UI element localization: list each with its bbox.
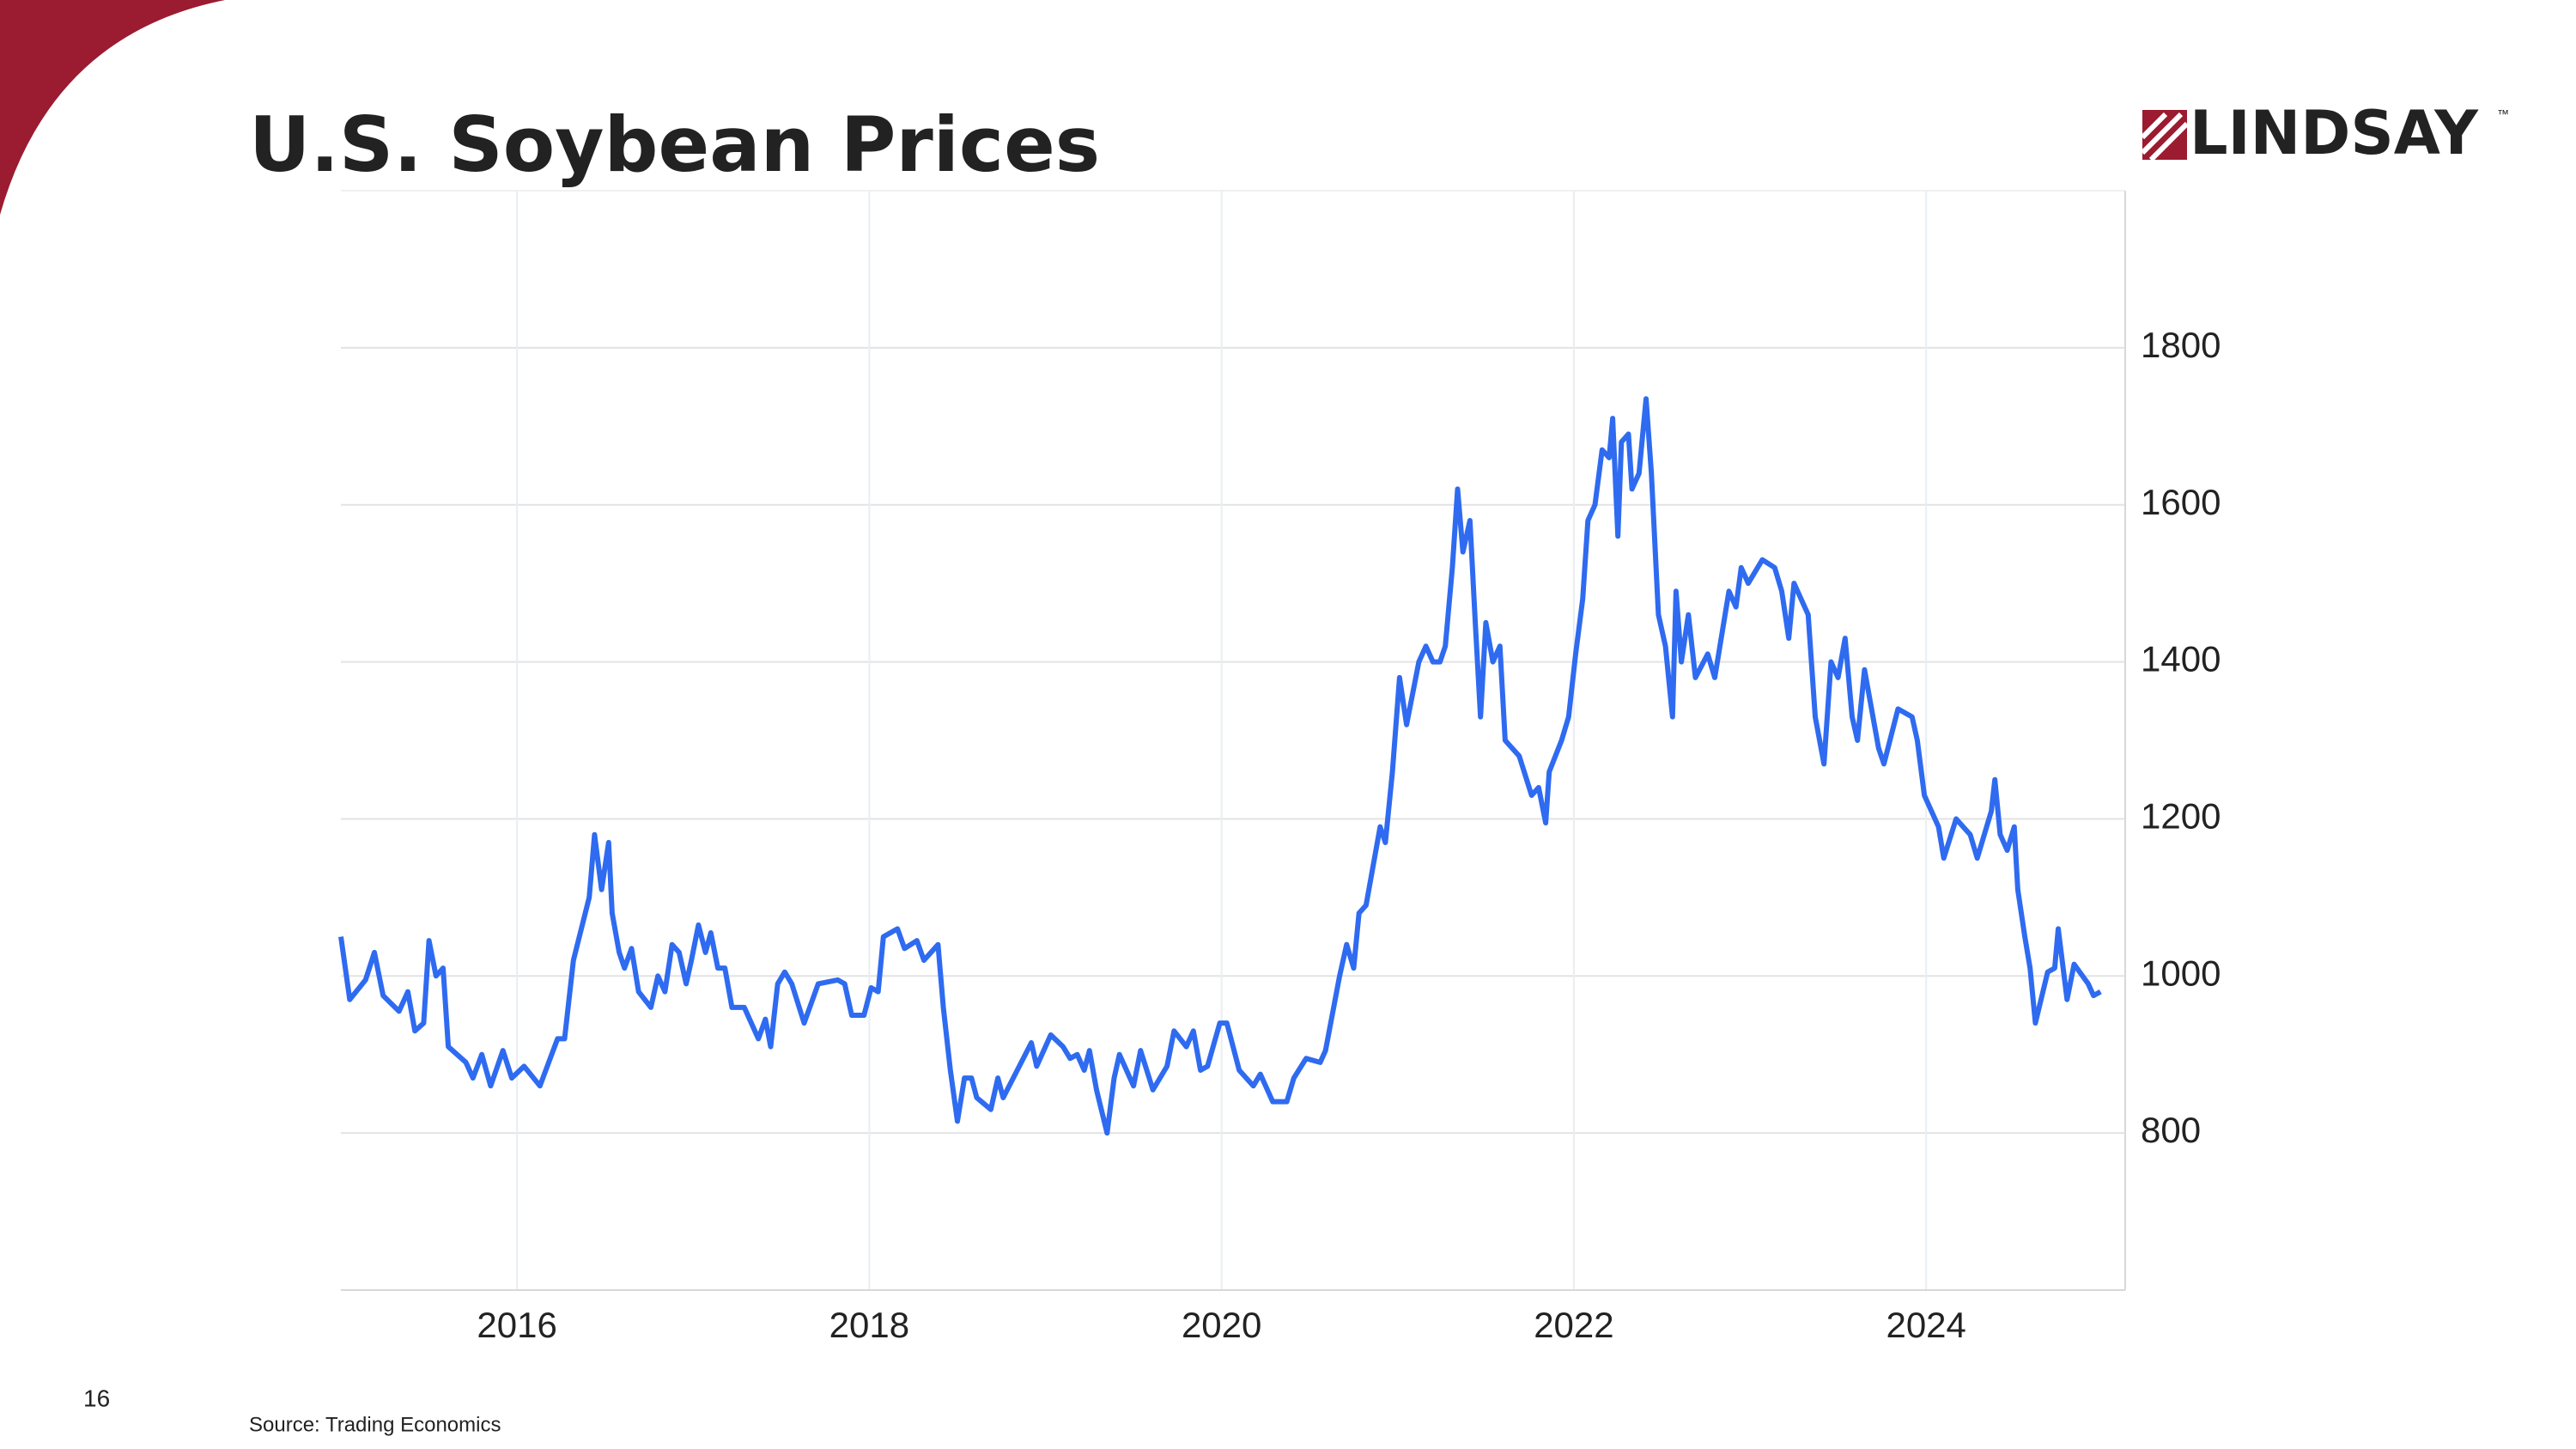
- x-tick-label: 2024: [1886, 1305, 1965, 1345]
- y-tick-label: 1200: [2141, 796, 2221, 837]
- x-tick-label: 2016: [477, 1305, 556, 1345]
- logo-tm: ™: [2497, 107, 2509, 121]
- price-line: [338, 396, 2102, 1136]
- slide-title: U.S. Soybean Prices: [249, 100, 1100, 189]
- y-tick-label: 1000: [2141, 953, 2221, 993]
- corner-decoration: [0, 0, 225, 215]
- y-tick-label: 800: [2141, 1110, 2201, 1150]
- page-number: 16: [83, 1385, 110, 1411]
- x-tick-label: 2018: [829, 1305, 909, 1345]
- logo-text: LINDSAY: [2190, 98, 2479, 168]
- source: Source: Trading Economics: [249, 1413, 501, 1436]
- x-tick-label: 2022: [1534, 1305, 1613, 1345]
- logo: LINDSAY ™: [2140, 98, 2509, 168]
- x-tick-label: 2020: [1182, 1305, 1261, 1345]
- y-tick-label: 1600: [2141, 482, 2221, 522]
- y-tick-label: 1400: [2141, 639, 2221, 679]
- plot-area: 800 1000 1200 1400 1600 1800 2016 2018 2020 2022 2…: [338, 190, 2221, 1345]
- logo-stripes: [2140, 112, 2190, 162]
- y-tick-label: 1800: [2141, 325, 2221, 365]
